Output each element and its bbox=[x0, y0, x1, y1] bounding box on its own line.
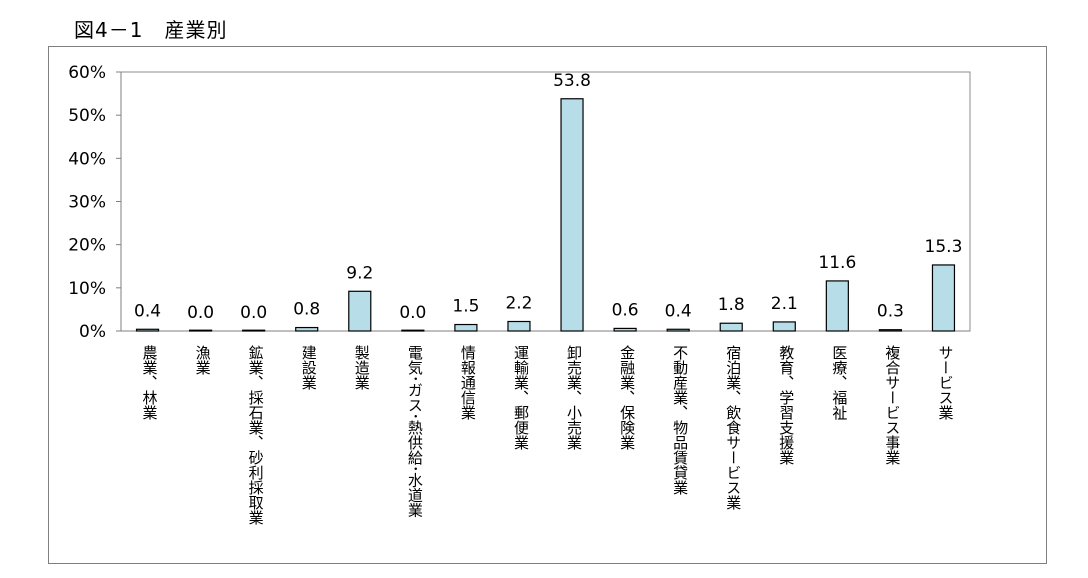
bar-value-label: 0.0 bbox=[399, 303, 426, 323]
bar-value-label: 2.2 bbox=[505, 294, 532, 314]
bar bbox=[825, 280, 849, 332]
category-label: 鉱業、採石業、砂利採取業 bbox=[247, 344, 265, 525]
bar-value-label: 1.8 bbox=[718, 295, 745, 315]
bar bbox=[242, 329, 266, 332]
y-tick-label: 30% bbox=[68, 193, 106, 213]
bar-value-label: 0.6 bbox=[612, 300, 639, 320]
chart-frame bbox=[48, 46, 1047, 564]
bar-value-label: 0.0 bbox=[240, 303, 267, 323]
bar-value-label: 9.2 bbox=[346, 263, 373, 283]
category-label: 医療、福祉 bbox=[830, 345, 848, 420]
category-label: 運輸業、郵便業 bbox=[512, 345, 530, 450]
bar-value-label: 0.3 bbox=[877, 302, 904, 322]
bar bbox=[931, 264, 956, 332]
y-tick-label: 40% bbox=[68, 149, 106, 169]
figure-title: 図4－1 産業別 bbox=[74, 18, 228, 42]
category-label: 農業、林業 bbox=[141, 345, 159, 420]
category-label: 電気･ガス･熱供給･水道業 bbox=[406, 345, 424, 518]
y-tick-label: 20% bbox=[68, 236, 106, 256]
y-tick-label: 10% bbox=[68, 279, 106, 299]
category-label: サービス業 bbox=[936, 345, 954, 420]
category-label: 教育、学習支援業 bbox=[777, 345, 795, 465]
category-label: 複合サービス事業 bbox=[883, 345, 901, 465]
category-label: 宿泊業、飲食サービス業 bbox=[724, 345, 742, 510]
category-label: 不動産業、物品賃貸業 bbox=[671, 345, 689, 495]
bar bbox=[613, 327, 637, 332]
category-label: 金融業、保険業 bbox=[618, 345, 636, 450]
bar-value-label: 15.3 bbox=[925, 237, 963, 257]
category-label: 製造業 bbox=[353, 345, 371, 390]
bar bbox=[295, 326, 319, 332]
bar bbox=[348, 290, 372, 332]
bar bbox=[666, 328, 690, 332]
category-label: 漁業 bbox=[194, 345, 212, 375]
y-tick-label: 50% bbox=[68, 106, 106, 126]
bar-value-label: 1.5 bbox=[452, 297, 479, 317]
bar bbox=[878, 329, 903, 332]
bar-value-label: 0.4 bbox=[665, 301, 692, 321]
category-label: 情報通信業 bbox=[459, 345, 477, 420]
bar bbox=[719, 322, 743, 332]
bar-value-label: 53.8 bbox=[553, 71, 591, 91]
bar-value-label: 0.0 bbox=[187, 303, 214, 323]
bar bbox=[454, 323, 478, 332]
bar bbox=[401, 329, 425, 332]
bar-value-label: 0.4 bbox=[134, 301, 161, 321]
category-label: 建設業 bbox=[300, 345, 318, 390]
bar bbox=[135, 328, 160, 332]
bar-value-label: 0.8 bbox=[293, 300, 320, 320]
bar-value-label: 11.6 bbox=[818, 253, 856, 273]
bar-value-label: 2.1 bbox=[771, 294, 798, 314]
bar bbox=[507, 320, 531, 332]
bar bbox=[772, 321, 796, 332]
y-tick-label: 0% bbox=[79, 322, 106, 342]
category-label: 卸売業、小売業 bbox=[565, 345, 583, 450]
bar bbox=[188, 329, 213, 332]
y-tick-label: 60% bbox=[68, 63, 106, 83]
bar bbox=[560, 98, 584, 332]
